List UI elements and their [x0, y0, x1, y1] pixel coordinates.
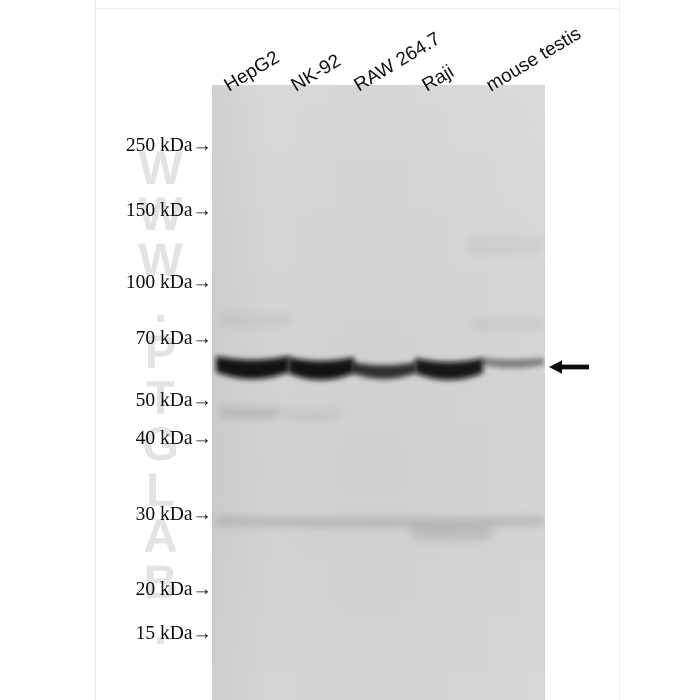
molecular-weight-ladder: 250 kDa→ 150 kDa→ 100 kDa→ 70 kDa→ 50 kDa→ 40… [82, 0, 212, 700]
watermark-char: . [153, 601, 171, 645]
band-canvas [216, 235, 545, 541]
band-5 [482, 358, 544, 368]
band-layer [212, 85, 545, 700]
ladder-mark-20kda: 20 kDa→ [135, 579, 212, 600]
band-4 [415, 358, 483, 380]
watermark-char: . [153, 279, 171, 333]
ladder-mark-40kda: 40 kDa→ [135, 428, 212, 449]
ladder-mark-30kda: 30 kDa→ [135, 504, 212, 525]
watermark-char: P [144, 325, 180, 379]
watermark-char: A [143, 509, 181, 563]
faint-band [284, 410, 340, 420]
ladder-mark-100kda: 100 kDa→ [125, 272, 212, 293]
ladder-mark-50kda: 50 kDa→ [135, 390, 212, 411]
ladder-mark-70kda: 70 kDa→ [135, 328, 212, 349]
watermark-char: B [143, 555, 181, 609]
faint-band [222, 313, 292, 327]
left-arrow-icon [549, 358, 589, 376]
band-2 [288, 357, 354, 380]
band-1 [216, 356, 289, 379]
blot-membrane [212, 85, 545, 700]
ladder-mark-150kda: 150 kDa→ [125, 200, 212, 221]
watermark-char: W [138, 233, 186, 287]
faint-band [472, 317, 542, 331]
faint-band [412, 525, 492, 541]
card-edge-right [619, 0, 620, 700]
ladder-mark-250kda: 250 kDa→ [125, 135, 212, 156]
faint-band [467, 235, 543, 255]
watermark-char: W [138, 145, 186, 194]
watermark-char: T [146, 371, 178, 425]
watermark-char: W [138, 187, 186, 241]
watermark-char: L [146, 463, 178, 517]
faint-band [220, 407, 280, 419]
watermark-char: G [142, 417, 182, 471]
card-edge-left [95, 0, 96, 700]
faint-band [216, 517, 545, 527]
band-3 [352, 362, 416, 379]
ladder-mark-15kda: 15 kDa→ [135, 623, 212, 644]
card-edge-top [96, 8, 619, 9]
